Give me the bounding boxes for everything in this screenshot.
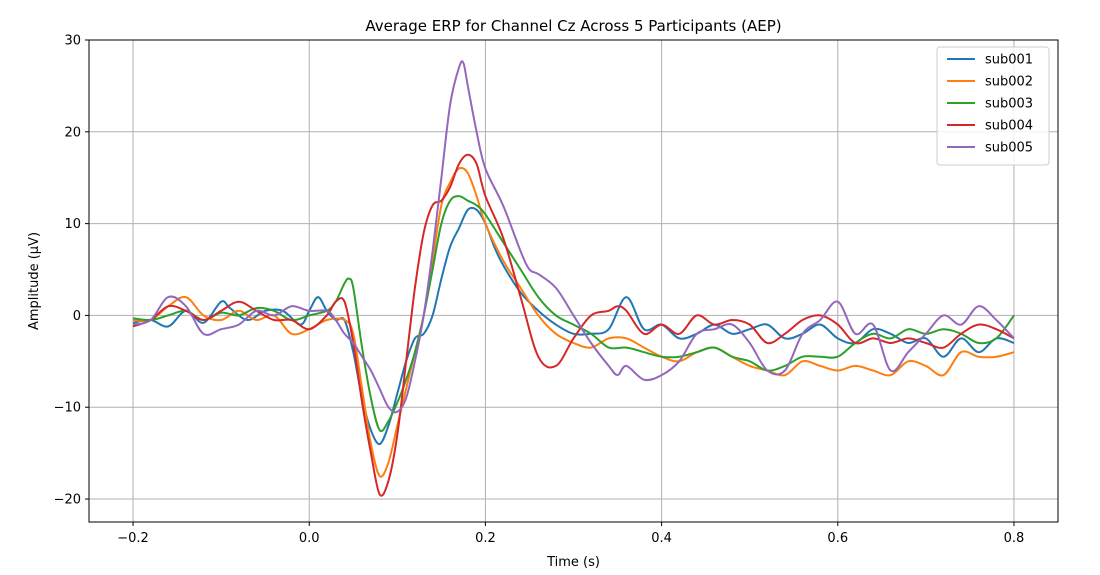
legend-box — [936, 46, 1050, 166]
x-tick-label: −0.2 — [117, 531, 149, 546]
y-tick-label: 20 — [64, 125, 81, 140]
x-tick-label: 0.6 — [827, 531, 848, 546]
series-line-sub003 — [132, 195, 1015, 433]
plot-frame — [88, 39, 1059, 523]
legend-label: sub002 — [985, 75, 1033, 90]
y-tick-label: 30 — [64, 34, 81, 49]
legend-label: sub003 — [985, 97, 1033, 112]
series-line-sub002 — [132, 166, 1015, 478]
legend-label: sub005 — [985, 141, 1033, 156]
y-axis-label: Amplitude (µV) — [27, 232, 42, 330]
chart-title: Average ERP for Channel Cz Across 5 Part… — [365, 17, 781, 35]
y-tick-label: −10 — [54, 401, 81, 416]
legend-label: sub001 — [985, 53, 1033, 68]
y-axis: −20 −10 0 10 20 30 — [54, 34, 89, 508]
x-tick-label: 0.4 — [651, 531, 672, 546]
x-axis-label: Time (s) — [546, 555, 600, 570]
x-tick-label: 0.0 — [299, 531, 320, 546]
series-layer — [132, 60, 1015, 497]
series-line-sub004 — [132, 153, 1015, 497]
legend-label: sub004 — [985, 119, 1033, 134]
y-tick-label: −20 — [54, 493, 81, 508]
x-tick-label: 0.8 — [1004, 531, 1025, 546]
legend: sub001 sub002 sub003 sub004 sub005 — [936, 46, 1050, 166]
series-line-sub005 — [132, 60, 1015, 414]
y-tick-label: 10 — [64, 217, 81, 232]
x-tick-label: 0.2 — [475, 531, 496, 546]
y-tick-label: 0 — [73, 309, 81, 324]
x-axis: −0.2 0.0 0.2 0.4 0.6 0.8 — [117, 522, 1024, 546]
